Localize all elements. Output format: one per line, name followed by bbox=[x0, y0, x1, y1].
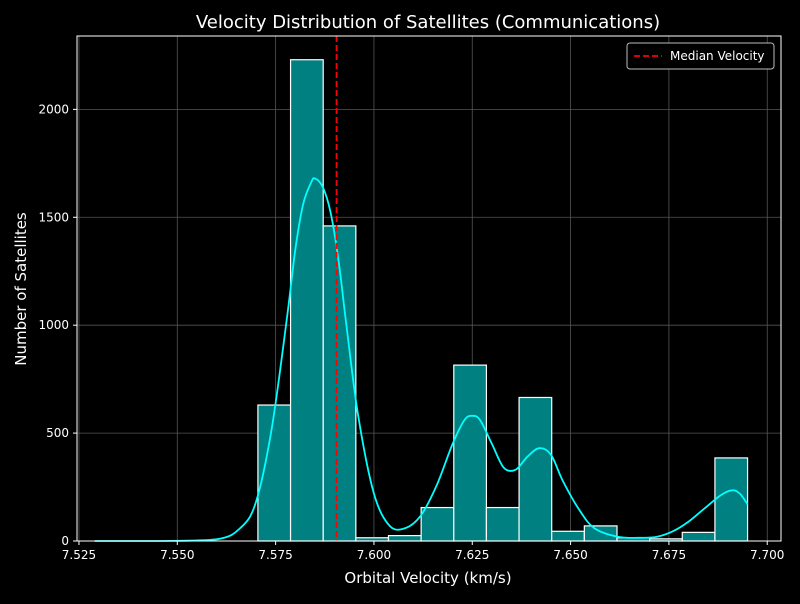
y-tick-label: 1000 bbox=[38, 318, 69, 332]
x-tick-label: 7.600 bbox=[357, 548, 391, 562]
kde-curve bbox=[94, 177, 749, 542]
histogram-bar-13 bbox=[681, 531, 716, 542]
histogram-bar-2 bbox=[322, 225, 357, 542]
y-tick-label: 1500 bbox=[38, 210, 69, 224]
x-tick-label: 7.550 bbox=[160, 548, 194, 562]
histogram-bar-8 bbox=[518, 396, 553, 542]
x-tick-label: 7.650 bbox=[553, 548, 587, 562]
histogram-bar-7 bbox=[485, 506, 520, 542]
legend-box bbox=[626, 42, 775, 70]
y-tick-label: 500 bbox=[46, 426, 69, 440]
legend: Median Velocity bbox=[626, 42, 775, 70]
histogram-bar-10 bbox=[583, 525, 618, 542]
x-tick-label: 7.700 bbox=[750, 548, 784, 562]
y-tick-label: 2000 bbox=[38, 102, 69, 116]
x-tick-label: 7.675 bbox=[652, 548, 686, 562]
legend-median-label: Median Velocity bbox=[670, 49, 765, 63]
histogram-bar-1 bbox=[289, 59, 324, 542]
histogram-bar-5 bbox=[420, 506, 455, 542]
histogram-bar-9 bbox=[551, 530, 585, 542]
x-tick-label: 7.575 bbox=[258, 548, 292, 562]
x-tick-label: 7.625 bbox=[455, 548, 489, 562]
x-axis-label: Orbital Velocity (km/s) bbox=[344, 569, 511, 587]
chart-title: Velocity Distribution of Satellites (Com… bbox=[196, 12, 660, 33]
y-axis-label: Number of Satellites bbox=[12, 212, 30, 366]
y-axis-ticks: 0 500 1000 1500 2000 bbox=[38, 102, 77, 548]
y-tick-label: 0 bbox=[61, 534, 69, 548]
kde-curve-group bbox=[94, 177, 749, 542]
x-tick-label: 7.525 bbox=[62, 548, 96, 562]
plot-area-frame bbox=[76, 35, 782, 542]
histogram-bar-14 bbox=[714, 457, 749, 542]
x-axis-ticks: 7.525 7.550 7.575 7.600 7.625 7.650 7.675 7.700 bbox=[62, 541, 784, 562]
histogram-bar-4 bbox=[387, 535, 422, 542]
histogram-bar-6 bbox=[453, 364, 488, 542]
